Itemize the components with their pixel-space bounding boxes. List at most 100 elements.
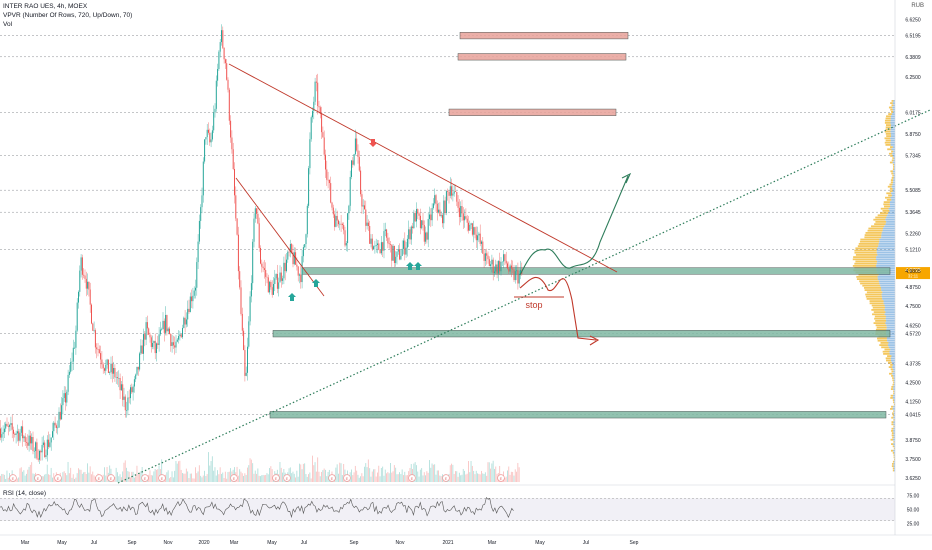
profile-bar-up (894, 460, 895, 463)
profile-bar-down (885, 133, 891, 135)
volume-bar (308, 474, 309, 482)
candle-body (198, 220, 200, 242)
candle-body (189, 296, 191, 313)
rsi-legend[interactable]: RSI (14, close) (3, 490, 46, 497)
candle-body (318, 106, 320, 108)
volume-bar (217, 470, 218, 482)
volume-bar (314, 462, 316, 482)
profile-bar-down (891, 432, 894, 434)
volume-bar (67, 461, 69, 482)
candle-body (115, 377, 117, 378)
candle-body (223, 47, 225, 60)
volume-bar (483, 473, 485, 482)
profile-bar-down (884, 130, 891, 133)
candle-body (315, 81, 317, 83)
profile-bar-down (892, 399, 895, 401)
profile-bar-down (882, 350, 890, 353)
time-axis[interactable]: Mar May Jul Sep Nov 2020 Mar May Jul Sep Nov 2021 Ma… (0, 534, 932, 546)
profile-bar-down (853, 256, 877, 258)
profile-bar-down (855, 254, 878, 256)
candle-body (146, 322, 148, 329)
bearish-arrowhead (589, 335, 600, 346)
candle-body (256, 208, 258, 214)
profile-bar-down (872, 313, 885, 316)
candle-body (419, 215, 421, 229)
candle-body (317, 82, 319, 107)
price-zone (269, 411, 887, 419)
candle-body (143, 334, 144, 354)
volume-bar (468, 461, 469, 482)
candle-body (439, 209, 441, 217)
symbol-legend[interactable]: INTER RAO UES, 4h, MOEX (3, 3, 88, 10)
profile-bar-down (889, 372, 893, 375)
profile-bar-down (891, 463, 894, 465)
candle-body (252, 241, 254, 284)
candle-body (287, 251, 289, 260)
candle-body (453, 191, 455, 194)
candle-body (297, 266, 299, 276)
price-tick-label: 4.5720 (905, 331, 921, 337)
volume-bar (265, 474, 267, 482)
candle-body (40, 450, 42, 453)
volume-bar (482, 473, 484, 482)
profile-bar-down (890, 155, 893, 157)
candle-body (440, 215, 442, 217)
volume-bar (208, 452, 209, 482)
volume-bar (243, 475, 244, 482)
buy-arrow-icon (312, 279, 320, 287)
candle-body (19, 432, 21, 441)
buy-arrow-icon (406, 262, 414, 270)
volume-bar (156, 469, 157, 482)
candle-body (392, 245, 394, 261)
candle-body (501, 261, 503, 263)
profile-bar-down (893, 456, 895, 459)
candle-body (196, 262, 198, 288)
candle-body (332, 207, 334, 215)
profile-bar-up (894, 381, 895, 384)
candle-body (171, 342, 173, 347)
profile-bar-down (890, 102, 893, 104)
volume-bar (495, 466, 497, 482)
candle-body (495, 264, 497, 272)
volume-bar (367, 459, 369, 482)
candle-body (237, 234, 239, 272)
profile-bar-down (889, 161, 893, 164)
time-tick-label: Jul (91, 540, 97, 546)
profile-bar-down (874, 317, 886, 320)
volume-legend[interactable]: Vol (3, 21, 13, 28)
profile-bar-down (856, 278, 878, 280)
volume-bar (70, 467, 72, 482)
profile-bar-down (891, 177, 894, 179)
earnings-event-icon (328, 474, 336, 482)
volume-bar (516, 471, 517, 482)
candle-body (247, 346, 248, 373)
last-price-value: 4.9795 (905, 268, 921, 274)
candle-body (128, 397, 130, 399)
vpvr-legend[interactable]: VPVR (Number Of Rows, 720, Up/Down, 70) (3, 12, 133, 19)
volume-bar (228, 471, 230, 482)
profile-bar-up (890, 357, 895, 360)
volume-bar (249, 458, 251, 482)
profile-bar-up (892, 397, 895, 399)
volume-bar (94, 476, 96, 482)
volume-bar (221, 473, 222, 482)
volume-bar (425, 475, 426, 482)
candle-body (163, 320, 165, 333)
rsi-line (0, 497, 514, 519)
candle-body (461, 206, 463, 214)
candle-body (45, 455, 47, 458)
time-tick-label: Sep (630, 540, 639, 546)
candle-body (254, 208, 256, 219)
volume-bar (456, 471, 458, 482)
candle-body (68, 371, 70, 375)
candle-body (258, 223, 260, 248)
candle-body (353, 154, 355, 165)
candle-body (0, 428, 1, 438)
volume-bar (326, 476, 328, 482)
volume-bar (0, 475, 1, 482)
profile-bar-down (893, 441, 895, 443)
profile-bar-down (892, 436, 894, 439)
candle-body (52, 431, 53, 438)
price-axis[interactable]: 6.6250 6.5195 6.3809 6.2500 6.0175 5.8750 5.73… (894, 0, 921, 535)
